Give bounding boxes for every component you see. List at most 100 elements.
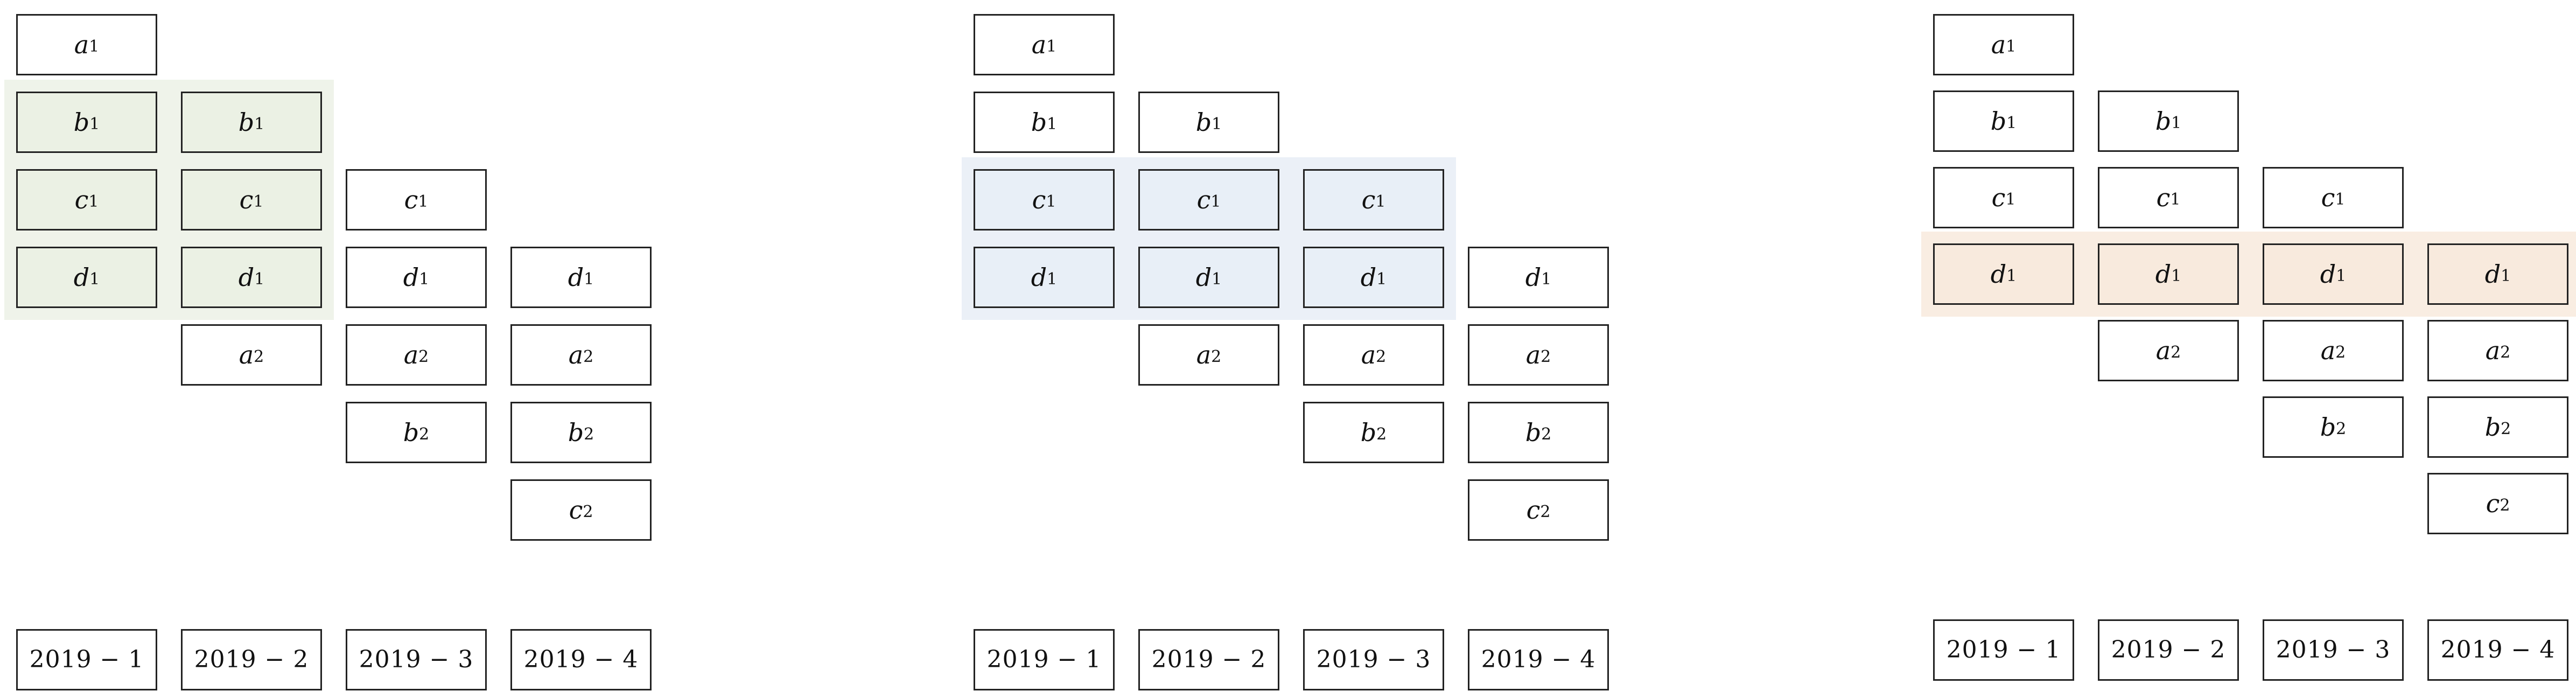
cell-subscript: 1 bbox=[1212, 115, 1222, 134]
period-label: 2019 − 3 bbox=[2263, 619, 2404, 681]
cell-subscript: 2 bbox=[2171, 343, 2181, 362]
cell-letter: c bbox=[2486, 489, 2500, 518]
cell-subscript: 2 bbox=[1541, 425, 1552, 444]
cell-subscript: 1 bbox=[2170, 190, 2181, 209]
cell-subscript: 2 bbox=[418, 347, 429, 366]
cell-subscript: 1 bbox=[584, 270, 594, 289]
cell-letter: d bbox=[568, 263, 584, 292]
cell-subscript: 1 bbox=[254, 270, 265, 289]
cell-letter: d bbox=[2320, 260, 2336, 289]
cell-subscript: 1 bbox=[1047, 270, 1058, 289]
cell-letter: d bbox=[73, 263, 90, 292]
cell-letter: c bbox=[404, 185, 418, 214]
cell-letter: b bbox=[1360, 418, 1377, 447]
cell-letter: b bbox=[2484, 413, 2501, 442]
cell-letter: a bbox=[403, 340, 419, 369]
cell-letter: d bbox=[2484, 260, 2501, 289]
cell-letter: b bbox=[1525, 418, 1542, 447]
cell-subscript: 1 bbox=[1212, 270, 1222, 289]
cell-letter: a bbox=[2485, 336, 2501, 365]
cell-letter: c bbox=[569, 495, 583, 525]
cell-subscript: 1 bbox=[1046, 192, 1056, 211]
cell-letter: d bbox=[2155, 260, 2172, 289]
cell-subscript: 2 bbox=[2501, 420, 2511, 438]
cell-letter: d bbox=[1195, 263, 1212, 292]
cell-subscript: 1 bbox=[2335, 190, 2346, 209]
period-label: 2019 − 1 bbox=[16, 629, 157, 690]
cell-subscript: 1 bbox=[2171, 267, 2182, 285]
cell-letter: b bbox=[1990, 107, 2007, 136]
cell-subscript: 1 bbox=[88, 192, 99, 211]
cell-subscript: 2 bbox=[2500, 343, 2511, 362]
cell-letter: c bbox=[1991, 183, 2006, 212]
cell-letter: a bbox=[2320, 336, 2336, 365]
cell-subscript: 2 bbox=[2336, 420, 2347, 438]
period-label: 2019 − 1 bbox=[1933, 619, 2074, 681]
cell-letter: b bbox=[568, 418, 584, 447]
cell-letter: a bbox=[1991, 30, 2006, 59]
period-label: 2019 − 3 bbox=[1303, 629, 1444, 690]
cell-subscript: 1 bbox=[418, 192, 429, 211]
cell-subscript: 2 bbox=[1211, 347, 1222, 366]
cell-subscript: 2 bbox=[584, 425, 594, 444]
cell-letter: a bbox=[1525, 340, 1541, 369]
cell-letter: c bbox=[1032, 185, 1046, 214]
cell-subscript: 1 bbox=[419, 270, 430, 289]
period-label: 2019 − 2 bbox=[2098, 619, 2239, 681]
cell-subscript: 1 bbox=[89, 37, 100, 56]
cell-letter: c bbox=[1196, 185, 1211, 214]
cell-subscript: 1 bbox=[1046, 37, 1057, 56]
cell-letter: a bbox=[74, 30, 89, 59]
period-label: 2019 − 2 bbox=[1138, 629, 1279, 690]
period-label: 2019 − 3 bbox=[346, 629, 487, 690]
cell-letter: c bbox=[2156, 183, 2171, 212]
cell-letter: d bbox=[238, 263, 255, 292]
cell-subscript: 1 bbox=[1541, 270, 1552, 289]
cell-subscript: 1 bbox=[89, 270, 100, 289]
cell-subscript: 2 bbox=[1541, 347, 1551, 366]
cell-subscript: 1 bbox=[2171, 114, 2182, 132]
cell-subscript: 1 bbox=[2006, 114, 2017, 132]
cell-letter: b bbox=[2320, 413, 2336, 442]
cell-subscript: 1 bbox=[1210, 192, 1221, 211]
cell-subscript: 1 bbox=[2336, 267, 2347, 285]
cell-letter: b bbox=[73, 108, 90, 137]
cell-subscript: 2 bbox=[583, 347, 594, 366]
cell-subscript: 2 bbox=[1376, 347, 1387, 366]
cell-subscript: 1 bbox=[1047, 115, 1058, 134]
